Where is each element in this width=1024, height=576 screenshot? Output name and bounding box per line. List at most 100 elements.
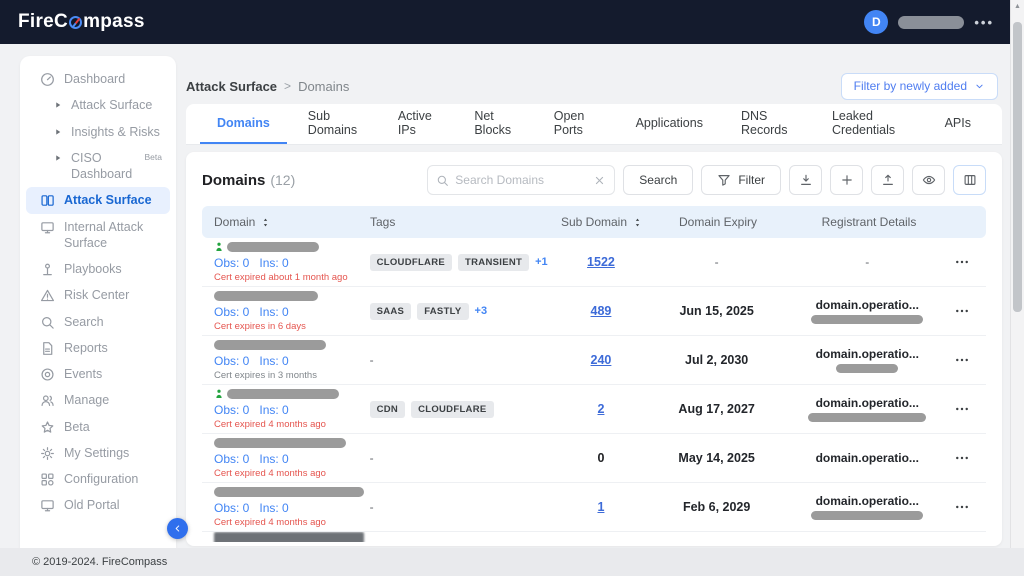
empty-value: - [865,255,870,269]
more-tags-count[interactable]: +3 [474,305,488,317]
sidebar-item-manage[interactable]: Manage [26,387,170,413]
sidebar-item-events[interactable]: Events [26,361,170,387]
domain-expiry-cell: May 14, 2025 [651,451,783,465]
sub-domain-count[interactable]: 489 [590,304,612,318]
row-actions-button[interactable] [952,304,972,318]
obs-count[interactable]: Obs: 0 [214,501,250,515]
sidebar-item-my-settings[interactable]: My Settings [26,440,170,466]
ins-count[interactable]: Ins: 0 [259,305,289,319]
tag-chip: TRANSIENT [458,253,530,271]
sidebar-item-playbooks[interactable]: Playbooks [26,256,170,282]
sidebar-item-label: Insights & Risks [71,124,160,139]
avatar[interactable]: D [864,10,889,34]
registrant-cell: domain.operatio... [782,494,952,520]
sub-domain-count[interactable]: 2 [597,402,605,416]
tab-open-ports[interactable]: Open Ports [553,109,585,137]
sidebar-item-old-portal[interactable]: Old Portal [26,492,170,518]
sidebar-item-internal-attack-surface[interactable]: Internal Attack Surface [26,214,170,257]
row-actions-cell [952,451,986,465]
sidebar-item-reports[interactable]: Reports [26,335,170,361]
sidebar-item-risk-center[interactable]: Risk Center [26,282,170,308]
tab-active-ips[interactable]: Active IPs [397,109,432,137]
redacted-domain-name [227,242,319,252]
cert-status-note: Cert expired 4 months ago [214,517,326,528]
row-actions-button[interactable] [952,500,972,514]
redacted-registrant-detail [808,413,927,422]
sidebar-collapse-button[interactable] [167,518,188,539]
tab-dns-records[interactable]: DNS Records [740,109,788,137]
obs-ins-counts: Obs: 0 Ins: 0 [214,256,289,270]
filter-button[interactable]: Filter [701,165,781,195]
sidebar-item-attack-surface[interactable]: Attack Surface [26,187,170,214]
ins-count[interactable]: Ins: 0 [259,403,289,417]
row-actions-button[interactable] [952,255,972,269]
columns-button[interactable] [953,165,986,195]
obs-count[interactable]: Obs: 0 [214,403,250,417]
registrant-name: domain.operatio... [815,347,919,361]
eye-button[interactable] [912,165,945,195]
row-actions-button[interactable] [952,402,972,416]
tab-leaked-credentials[interactable]: Leaked Credentials [831,109,896,137]
tab-apis[interactable]: APIs [944,116,971,130]
tab-domains[interactable]: Domains [200,104,287,144]
domain-expiry-value: Aug 17, 2027 [678,402,755,416]
domain-expiry-cell: Aug 17, 2027 [651,402,783,416]
scrollbar-thumb[interactable] [1013,22,1022,312]
domain-cell: Obs: 0 Ins: 0 Cert expired about 1 month a… [202,241,370,283]
ins-count[interactable]: Ins: 0 [259,452,289,466]
search-button[interactable]: Search [623,165,694,195]
sub-domain-count: 0 [597,451,605,465]
obs-count[interactable]: Obs: 0 [214,305,250,319]
sidebar-item-label: Attack Surface [64,193,152,208]
footer: © 2019-2024. FireCompass [0,548,1024,576]
more-tags-count[interactable]: +1 [535,256,548,268]
download-button[interactable] [789,165,822,195]
obs-count[interactable]: Obs: 0 [214,256,250,270]
sidebar-item-dashboard[interactable]: Dashboard [26,66,170,92]
clear-search-icon[interactable] [593,174,606,187]
caret-right-icon [54,128,62,136]
sidebar-item-beta[interactable]: Beta [26,414,170,440]
plus-button[interactable] [830,165,863,195]
row-actions-cell [952,304,986,318]
overflow-menu-button[interactable]: ••• [974,14,994,30]
tab-applications[interactable]: Applications [635,116,703,130]
sidebar-item-insights-risks[interactable]: Insights & Risks [26,119,170,145]
monitor-icon [40,498,55,513]
empty-value: - [369,451,374,465]
column-header-sub-domain[interactable]: Sub Domain [552,215,652,229]
upload-button[interactable] [871,165,904,195]
scroll-up-arrow-icon[interactable]: ▲ [1014,3,1021,10]
sidebar-item-label: Reports [64,340,108,355]
sidebar-item-attack-surface[interactable]: Attack Surface [26,92,170,118]
beta-badge: Beta [144,151,163,162]
row-actions-button[interactable] [952,353,972,367]
sub-domain-count[interactable]: 1 [597,500,605,514]
tag-chip: CLOUDFLARE [369,253,453,271]
sidebar-item-ciso-dashboard[interactable]: CISO Dashboard Beta [26,145,170,188]
sidebar-item-search[interactable]: Search [26,309,170,335]
row-actions-button[interactable] [952,451,972,465]
sidebar-item-configuration[interactable]: Configuration [26,466,170,492]
tab-sub-domains[interactable]: Sub Domains [307,109,358,137]
sub-domain-cell: 1 [551,500,651,514]
sub-domain-count[interactable]: 1522 [587,255,615,269]
filter-by-newly-added-dropdown[interactable]: Filter by newly added [840,72,998,100]
tab-net-blocks[interactable]: Net Blocks [474,109,512,137]
column-header-domain[interactable]: Domain [202,215,370,229]
ins-count[interactable]: Ins: 0 [259,256,289,270]
ins-count[interactable]: Ins: 0 [259,501,289,515]
ins-count[interactable]: Ins: 0 [259,354,289,368]
tags-cell: CDN CLOUDFLARE [369,400,552,418]
page-scrollbar[interactable]: ▲ [1010,0,1024,576]
search-input[interactable] [455,173,588,187]
breadcrumb-parent[interactable]: Attack Surface [186,78,278,94]
sub-domain-count[interactable]: 240 [590,353,612,367]
obs-count[interactable]: Obs: 0 [214,354,250,368]
redacted-registrant-detail [811,511,924,520]
download-icon [799,173,813,187]
sidebar-item-label: Risk Center [64,288,130,303]
obs-count[interactable]: Obs: 0 [214,452,250,466]
row-actions-cell [952,500,986,514]
card-title: Domains [202,171,266,189]
